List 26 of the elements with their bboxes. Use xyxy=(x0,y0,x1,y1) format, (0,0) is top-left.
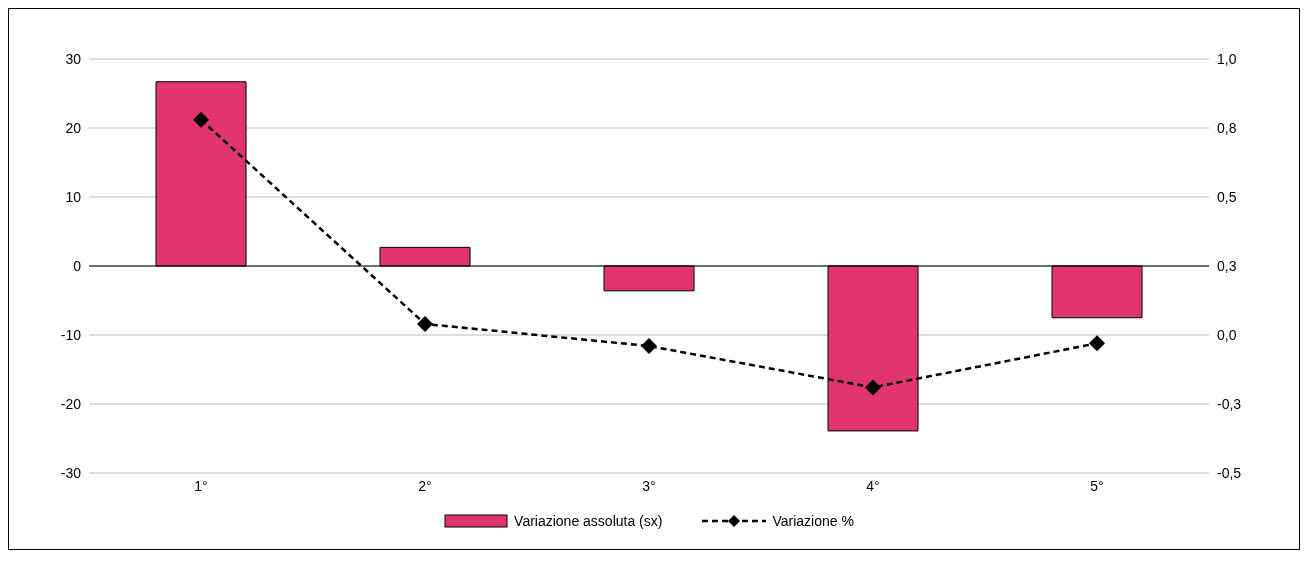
x-tick-label: 5° xyxy=(1090,477,1104,494)
y-tick-label: 30 xyxy=(65,50,82,67)
y-tick-label: -10 xyxy=(60,326,82,343)
x-tick-label: 1° xyxy=(194,477,208,494)
x-tick-label: 2° xyxy=(418,477,432,494)
point xyxy=(417,315,433,332)
point xyxy=(865,379,881,396)
point xyxy=(641,338,657,355)
y2-tick-label: 0,8 xyxy=(1217,119,1237,136)
y-tick-label: 10 xyxy=(65,188,82,205)
legend-label: Variazione % xyxy=(772,513,854,529)
y2-tick-label: 0,3 xyxy=(1217,257,1237,274)
legend-label: Variazione assoluta (sx) xyxy=(514,513,663,529)
y-tick-label: 0 xyxy=(73,257,82,274)
y-tick-label: 20 xyxy=(65,119,82,136)
y2-tick-label: 0,0 xyxy=(1217,326,1237,343)
y2-tick-label: 0,5 xyxy=(1217,188,1237,205)
point xyxy=(193,111,209,128)
y2-tick-label: -0,5 xyxy=(1217,464,1242,481)
x-tick-label: 3° xyxy=(642,477,656,494)
y2-tick-label: -0,3 xyxy=(1217,395,1242,412)
x-tick-label: 4° xyxy=(866,477,880,494)
y2-tick-label: 1,0 xyxy=(1217,50,1237,67)
point xyxy=(1089,335,1105,352)
y-tick-label: -20 xyxy=(60,395,82,412)
y-tick-label: -30 xyxy=(60,464,82,481)
